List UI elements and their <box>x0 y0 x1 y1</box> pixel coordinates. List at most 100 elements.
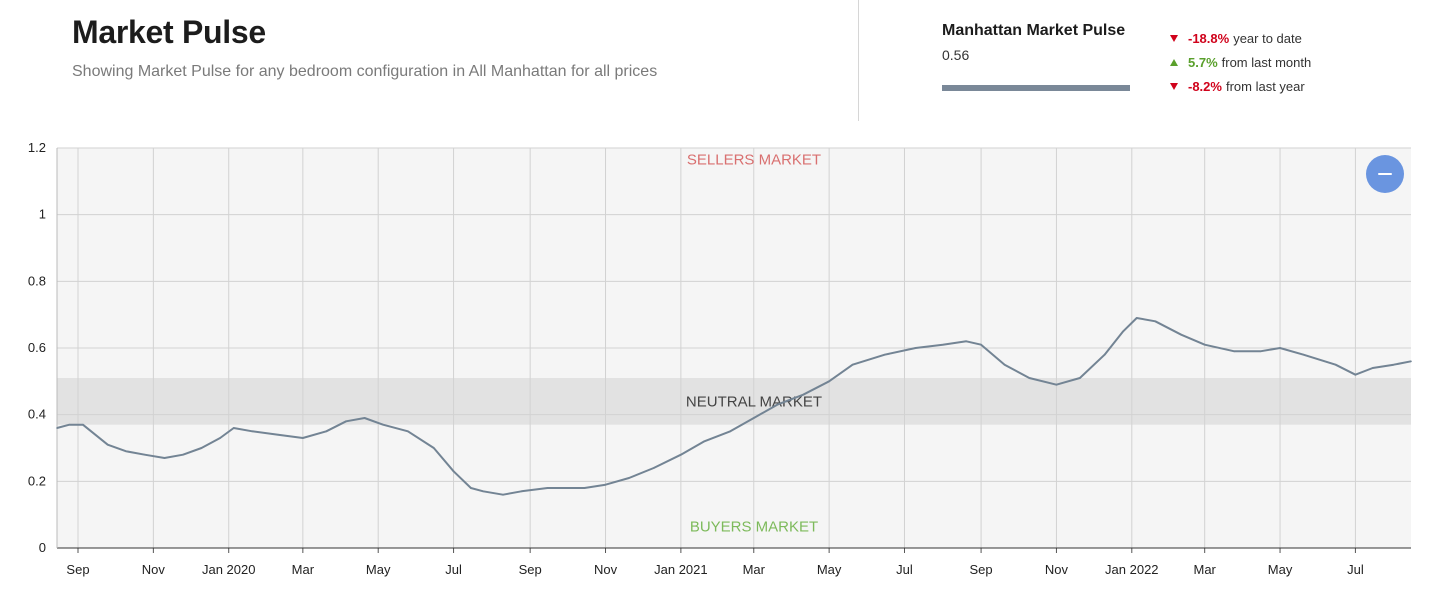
x-tick-label: Mar <box>292 562 315 577</box>
pulse-data-point <box>1055 383 1058 386</box>
pulse-data-point <box>470 487 472 489</box>
pulse-data-point <box>363 417 366 419</box>
pulse-data-point <box>520 490 523 493</box>
pulse-data-point <box>182 453 184 456</box>
pulse-data-point <box>82 423 84 426</box>
stat-last-year: -8.2% from last year <box>1168 74 1311 98</box>
sellers-market-label: SELLERS MARKET <box>687 152 821 169</box>
stat-pct: -18.8% <box>1188 30 1230 46</box>
pulse-data-point <box>1233 350 1236 353</box>
stat-label: from last year <box>1225 78 1305 94</box>
y-tick-label: 1.2 <box>28 140 46 155</box>
y-tick-label: 0.8 <box>28 273 46 288</box>
x-tick-label: Jan 2022 <box>1105 562 1159 577</box>
pulse-data-point <box>452 470 455 473</box>
x-tick-label: Mar <box>743 562 766 577</box>
pulse-data-point <box>277 433 279 436</box>
x-tick-label: Nov <box>1045 562 1069 577</box>
buyers-market-label: BUYERS MARKET <box>690 518 818 535</box>
stat-last-month: 5.7% from last month <box>1168 50 1311 74</box>
pulse-data-point <box>703 440 706 443</box>
pulse-data-point <box>345 420 347 423</box>
pulse-data-point <box>652 467 655 469</box>
pulse-data-point <box>628 477 630 479</box>
stat-pct: 5.7% <box>1188 54 1218 70</box>
pulse-data-point <box>1259 350 1262 353</box>
pulse-data-point <box>94 433 97 436</box>
pulse-data-point <box>251 430 253 433</box>
pulse-data-point <box>56 427 58 429</box>
pulse-data-point <box>1154 320 1157 323</box>
x-tick-label: Jan 2021 <box>654 562 708 577</box>
pulse-data-point <box>965 340 968 343</box>
pulse-data-point <box>1103 353 1106 356</box>
triangle-down-icon <box>1170 82 1178 90</box>
x-tick-label: Nov <box>142 562 166 577</box>
x-tick-label: Mar <box>1193 562 1216 577</box>
neutral-market-label: NEUTRAL MARKET <box>686 393 822 410</box>
minus-icon <box>1378 173 1392 175</box>
pulse-data-point <box>1279 347 1281 349</box>
y-tick-label: 1 <box>39 207 46 222</box>
pulse-data-point <box>1392 363 1395 366</box>
pulse-data-point <box>1135 317 1138 319</box>
pulse-data-point <box>941 343 944 346</box>
x-tick-label: May <box>817 562 842 577</box>
summary-value: 0.56 <box>942 47 970 63</box>
pulse-data-point <box>680 453 682 456</box>
pulse-data-point <box>325 430 328 433</box>
pulse-data-point <box>851 363 854 366</box>
pulse-data-point <box>106 443 109 446</box>
page-subtitle: Showing Market Pulse for any bedroom con… <box>72 63 658 80</box>
pulse-data-point <box>232 427 235 429</box>
header-divider <box>858 0 859 121</box>
x-tick-label: May <box>366 562 391 577</box>
pulse-data-point <box>1003 363 1006 366</box>
x-tick-label: May <box>1268 562 1293 577</box>
pulse-data-point <box>432 447 435 449</box>
neutral-band <box>57 378 1411 425</box>
pulse-data-point <box>1028 377 1031 379</box>
y-tick-label: 0.4 <box>28 407 46 422</box>
page-title: Market Pulse <box>72 14 266 50</box>
pulse-data-point <box>604 483 607 486</box>
pulse-data-point <box>1079 377 1081 379</box>
pulse-data-point <box>980 343 982 346</box>
pulse-data-point <box>802 393 804 396</box>
stat-label: year to date <box>1233 30 1302 46</box>
triangle-up-icon <box>1170 58 1178 66</box>
y-tick-label: 0.6 <box>28 340 46 355</box>
market-pulse-chart: 0 0.2 0.4 0.6 0.8 1 1.2 Sep Nov Jan 2020 Mar May Jul… <box>28 140 1412 577</box>
collapse-button[interactable] <box>1366 155 1404 193</box>
summary-name: Manhattan Market Pulse <box>942 22 1126 39</box>
x-tick-label: Sep <box>970 562 993 577</box>
pulse-data-point <box>546 487 549 489</box>
pulse-data-point <box>219 437 221 439</box>
triangle-down-icon <box>1170 34 1178 42</box>
pulse-data-point <box>1203 343 1206 346</box>
x-tick-label: Jul <box>445 562 462 577</box>
pulse-data-point <box>1334 363 1337 366</box>
x-tick-label: Sep <box>519 562 542 577</box>
pulse-data-point <box>200 447 203 449</box>
stat-label: from last month <box>1221 54 1312 70</box>
x-tick-label: Jan 2020 <box>202 562 256 577</box>
pulse-data-point <box>125 450 127 453</box>
pulse-data-point <box>914 347 917 349</box>
stat-pct: -8.2% <box>1188 78 1222 94</box>
y-tick-label: 0 <box>39 540 46 555</box>
pulse-data-point <box>1371 367 1374 369</box>
pulse-data-point <box>502 493 504 496</box>
x-tick-label: Nov <box>594 562 618 577</box>
summary-stats: -18.8% year to date 5.7% from last month… <box>1168 26 1311 98</box>
pulse-data-point <box>583 487 586 489</box>
pulse-data-point <box>752 417 755 419</box>
summary-bar <box>942 85 1130 91</box>
pulse-data-point <box>1410 360 1412 363</box>
pulse-data-point <box>302 437 304 439</box>
pulse-data-point <box>68 423 71 426</box>
pulse-data-point <box>482 490 485 493</box>
pulse-data-point <box>883 353 886 356</box>
x-tick-label: Jul <box>896 562 913 577</box>
pulse-data-point <box>1354 373 1357 376</box>
